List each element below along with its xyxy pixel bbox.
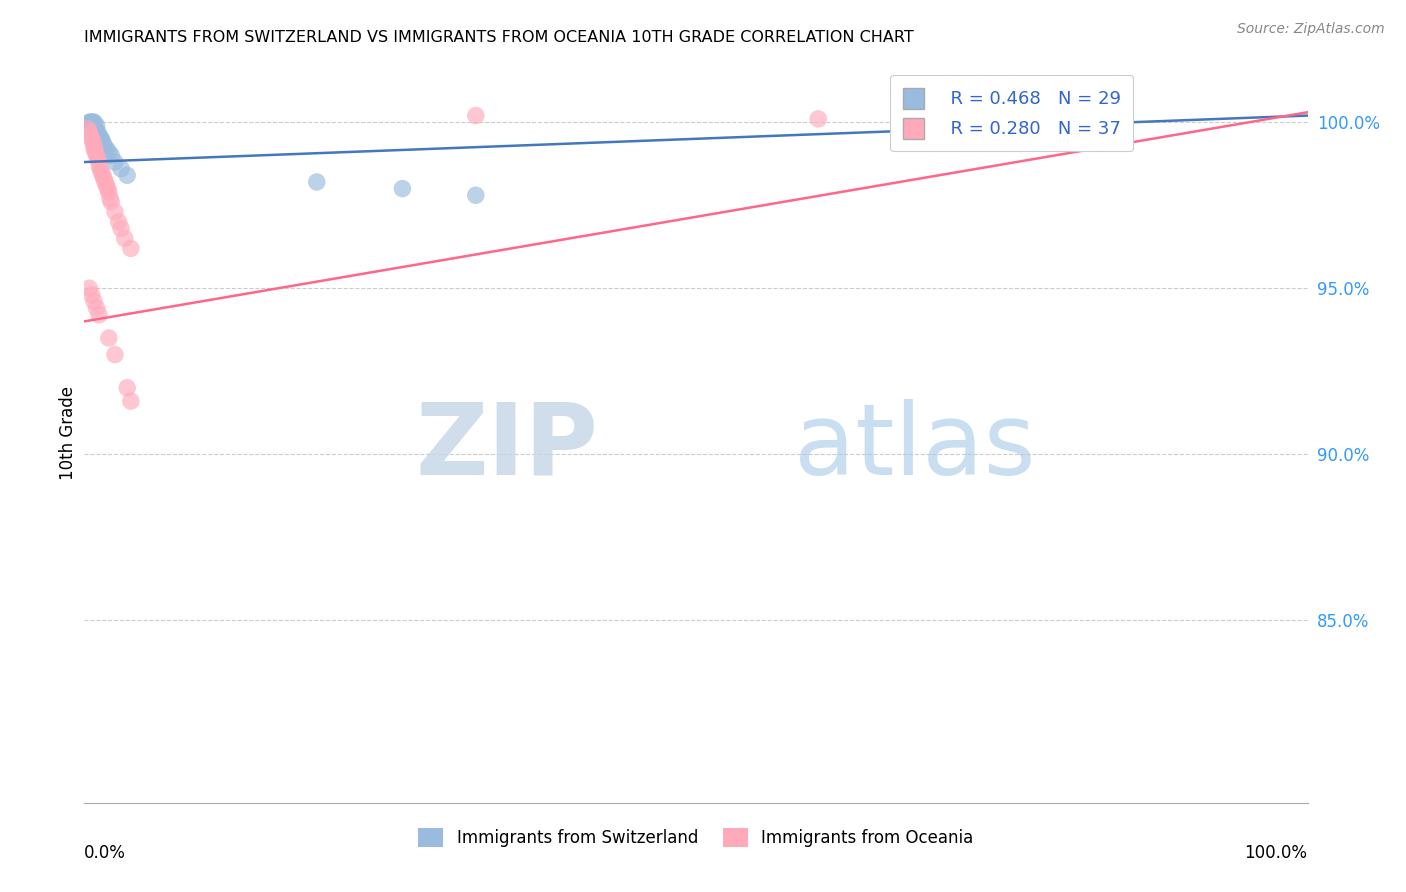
Point xyxy=(93,138,115,153)
Point xyxy=(83,115,105,129)
Point xyxy=(76,121,98,136)
Point xyxy=(807,112,830,126)
Point xyxy=(87,158,110,172)
Point xyxy=(82,121,104,136)
Point xyxy=(83,138,105,153)
Point xyxy=(80,119,103,133)
Point xyxy=(120,241,142,255)
Point xyxy=(86,148,108,162)
Point xyxy=(104,155,127,169)
Point xyxy=(97,185,120,199)
Point xyxy=(89,161,111,176)
Point xyxy=(77,119,100,133)
Text: IMMIGRANTS FROM SWITZERLAND VS IMMIGRANTS FROM OCEANIA 10TH GRADE CORRELATION CH: IMMIGRANTS FROM SWITZERLAND VS IMMIGRANT… xyxy=(84,29,914,45)
Point xyxy=(83,119,105,133)
Point xyxy=(464,109,486,123)
Text: Source: ZipAtlas.com: Source: ZipAtlas.com xyxy=(1237,22,1385,37)
Point xyxy=(98,192,121,206)
Point xyxy=(77,121,100,136)
Point xyxy=(83,142,105,156)
Point xyxy=(464,188,486,202)
Point xyxy=(305,175,328,189)
Point xyxy=(80,288,103,302)
Point xyxy=(79,119,101,133)
Text: 0.0%: 0.0% xyxy=(84,844,127,862)
Text: 100.0%: 100.0% xyxy=(1244,844,1308,862)
Point xyxy=(115,381,138,395)
Point xyxy=(86,119,108,133)
Point xyxy=(77,281,100,295)
Point xyxy=(100,194,122,209)
Point xyxy=(96,178,118,193)
Point xyxy=(97,331,120,345)
Point xyxy=(93,171,115,186)
Point xyxy=(86,125,108,139)
Point xyxy=(120,394,142,409)
Point xyxy=(100,148,122,162)
Point xyxy=(79,115,101,129)
Point xyxy=(83,294,105,309)
Point xyxy=(97,181,120,195)
Point xyxy=(97,145,120,159)
Point xyxy=(110,221,132,235)
Point xyxy=(77,115,100,129)
Point xyxy=(90,165,112,179)
Legend: Immigrants from Switzerland, Immigrants from Oceania: Immigrants from Switzerland, Immigrants … xyxy=(408,818,984,857)
Text: atlas: atlas xyxy=(794,399,1035,496)
Point xyxy=(80,115,103,129)
Point xyxy=(94,175,117,189)
Point xyxy=(84,145,107,159)
Point xyxy=(87,152,110,166)
Point xyxy=(87,128,110,143)
Point xyxy=(104,204,127,219)
Point xyxy=(89,132,111,146)
Point xyxy=(391,181,413,195)
Point xyxy=(84,121,107,136)
Point xyxy=(80,132,103,146)
Point xyxy=(91,135,114,149)
Point xyxy=(107,215,129,229)
Point xyxy=(114,231,136,245)
Point xyxy=(91,169,114,183)
Point xyxy=(86,301,108,315)
Point xyxy=(79,128,101,143)
Point xyxy=(87,308,110,322)
Point xyxy=(104,348,127,362)
Point xyxy=(110,161,132,176)
Point xyxy=(77,125,100,139)
Point xyxy=(82,115,104,129)
Point xyxy=(115,169,138,183)
Point xyxy=(82,135,104,149)
Y-axis label: 10th Grade: 10th Grade xyxy=(59,385,77,480)
Point xyxy=(96,142,118,156)
Point xyxy=(90,132,112,146)
Point xyxy=(87,125,110,139)
Text: ZIP: ZIP xyxy=(415,399,598,496)
